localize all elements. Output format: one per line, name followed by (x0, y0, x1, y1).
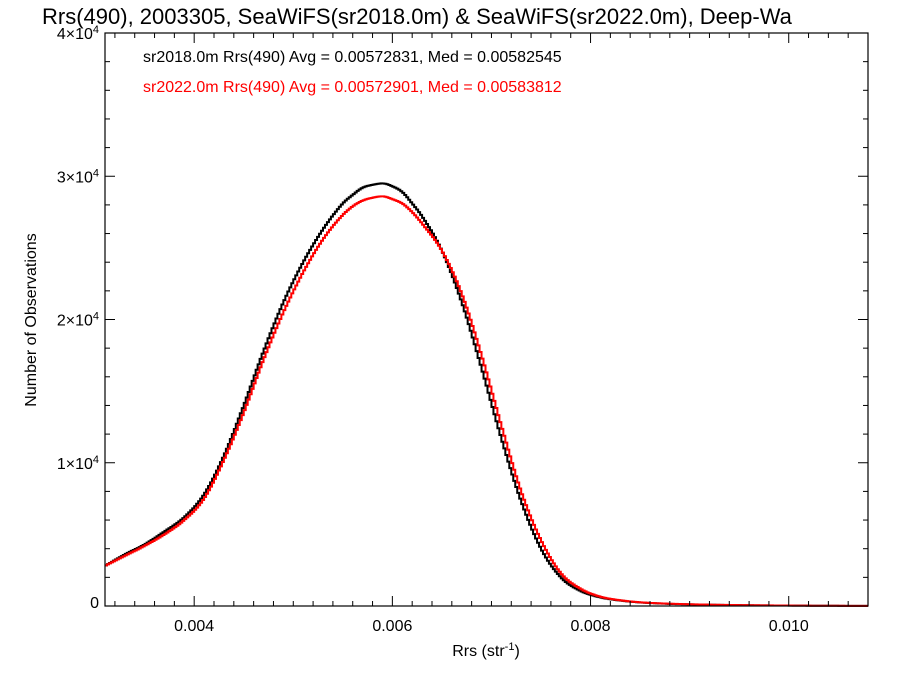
x-axis: 0.004 0.006 0.008 0.010 (114, 33, 869, 635)
x-tick-label: 0.006 (372, 618, 412, 635)
y-tick-label: 2×104 (57, 311, 99, 330)
x-tick-label: 0.008 (571, 618, 611, 635)
y-tick-label: 3×104 (57, 167, 99, 186)
y-axis: 0 1×104 2×104 3×104 4×104 (57, 24, 868, 612)
chart-title: Rrs(490), 2003305, SeaWiFS(sr2018.0m) & … (42, 4, 793, 29)
y-axis-label: Number of Observations (23, 233, 40, 406)
annotations: sr2018.0m Rrs(490) Avg = 0.00572831, Med… (143, 49, 562, 96)
series-layer (105, 182, 868, 607)
x-tick-label: 0.004 (174, 618, 214, 635)
y-tick-label: 0 (90, 595, 99, 612)
plot-frame (104, 32, 869, 607)
y-tick-label: 4×104 (57, 24, 99, 43)
annotation-sr2022: sr2022.0m Rrs(490) Avg = 0.00572901, Med… (143, 79, 562, 96)
x-tick-label: 0.010 (769, 618, 809, 635)
y-tick-label: 1×104 (57, 454, 99, 473)
series-sr2018-line (105, 182, 868, 607)
x-axis-label: Rrs (str-1) (452, 641, 520, 660)
series-sr2022-line (105, 195, 868, 607)
annotation-sr2018: sr2018.0m Rrs(490) Avg = 0.00572831, Med… (143, 49, 562, 66)
